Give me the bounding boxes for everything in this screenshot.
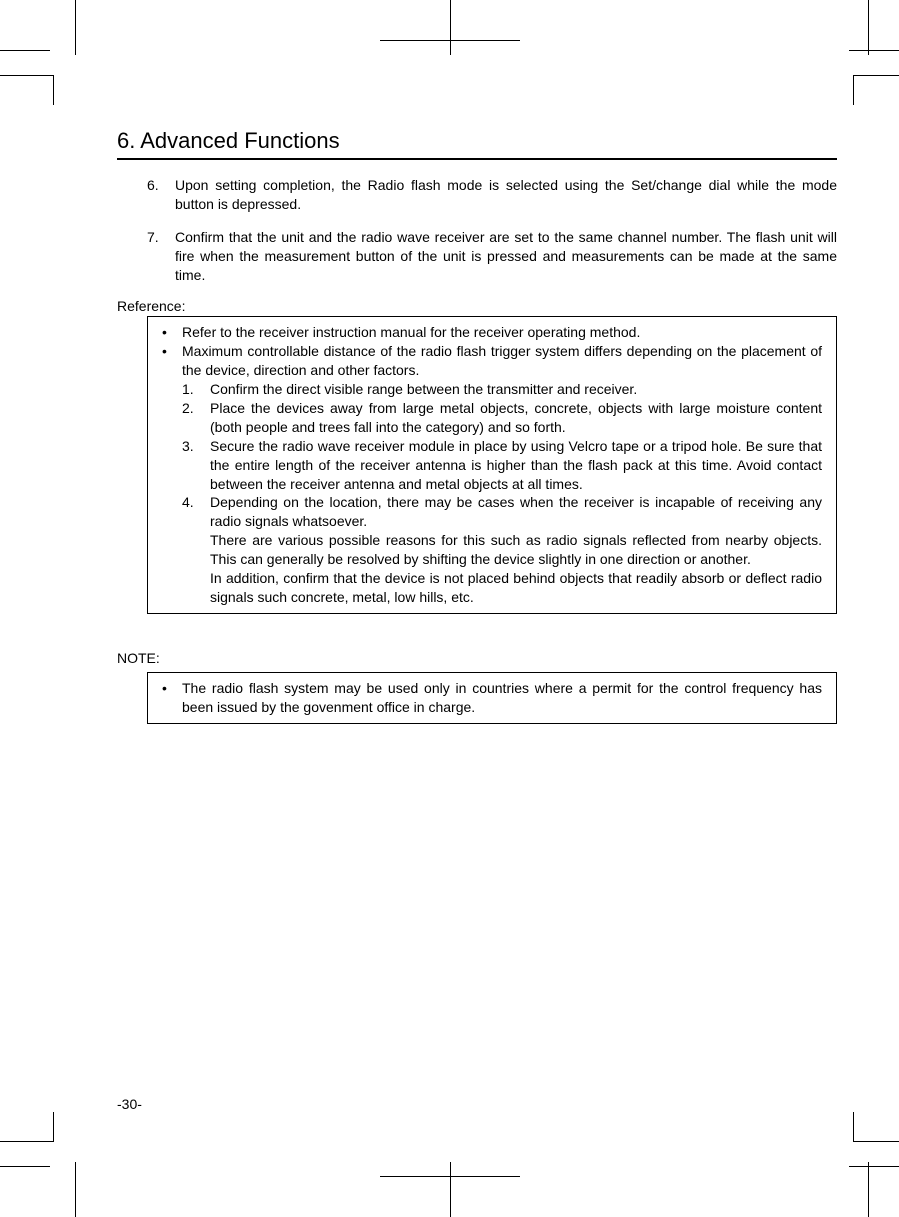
sublist-paragraph: In addition, confirm that the device is …: [210, 569, 822, 607]
bullet-icon: •: [162, 679, 182, 717]
spacer: [117, 614, 837, 644]
note-label: NOTE:: [117, 650, 837, 666]
sublist-text: Confirm the direct visible range between…: [210, 380, 822, 399]
section-title: 6. Advanced Functions: [117, 128, 837, 160]
sublist-paragraph: There are various possible reasons for t…: [210, 531, 822, 569]
crop-mark: [0, 1166, 50, 1167]
sublist-item: 4. Depending on the location, there may …: [182, 493, 822, 531]
crop-mark: [0, 50, 50, 51]
note-text: The radio flash system may be used only …: [182, 679, 822, 717]
crop-mark: [854, 1141, 899, 1142]
step-text: Confirm that the unit and the radio wave…: [175, 228, 837, 285]
sublist-item: 1. Confirm the direct visible range betw…: [182, 380, 822, 399]
crop-mark: [450, 0, 451, 55]
crop-mark: [849, 1166, 899, 1167]
step-list: 6. Upon setting completion, the Radio fl…: [147, 176, 837, 284]
sublist-item: 3. Secure the radio wave receiver module…: [182, 437, 822, 494]
sublist-text: Place the devices away from large metal …: [210, 399, 822, 437]
crop-mark: [868, 1162, 869, 1217]
crop-mark: [0, 1141, 53, 1142]
step-item: 6. Upon setting completion, the Radio fl…: [147, 176, 837, 214]
crop-mark: [0, 75, 53, 76]
bullet-icon: •: [162, 342, 182, 380]
content-area: 6. Advanced Functions 6. Upon setting co…: [117, 128, 837, 724]
crop-mark: [75, 1162, 76, 1217]
sublist-number: 3.: [182, 437, 210, 494]
step-number: 6.: [147, 176, 175, 214]
sublist-text: Secure the radio wave receiver module in…: [210, 437, 822, 494]
note-box: • The radio flash system may be used onl…: [147, 672, 837, 724]
bullet-text: Refer to the receiver instruction manual…: [182, 323, 822, 342]
crop-mark: [868, 0, 869, 55]
sublist-number: 2.: [182, 399, 210, 437]
sublist-number: 4.: [182, 493, 210, 531]
crop-mark: [853, 1112, 854, 1142]
crop-mark: [854, 75, 899, 76]
reference-bullet: • Refer to the receiver instruction manu…: [162, 323, 822, 342]
crop-mark: [450, 1162, 451, 1217]
bullet-icon: •: [162, 323, 182, 342]
step-number: 7.: [147, 228, 175, 285]
sublist-item: 2. Place the devices away from large met…: [182, 399, 822, 437]
reference-box: • Refer to the receiver instruction manu…: [147, 316, 837, 613]
reference-sublist: 1. Confirm the direct visible range betw…: [182, 380, 822, 607]
crop-mark: [849, 50, 899, 51]
crop-mark: [75, 0, 76, 55]
crop-mark: [53, 1112, 54, 1142]
page-number: -30-: [117, 1096, 142, 1112]
step-item: 7. Confirm that the unit and the radio w…: [147, 228, 837, 285]
step-text: Upon setting completion, the Radio flash…: [175, 176, 837, 214]
bullet-text: Maximum controllable distance of the rad…: [182, 342, 822, 380]
page: 6. Advanced Functions 6. Upon setting co…: [0, 0, 899, 1217]
reference-bullet: • Maximum controllable distance of the r…: [162, 342, 822, 380]
crop-mark: [53, 75, 54, 105]
sublist-number: 1.: [182, 380, 210, 399]
reference-label: Reference:: [117, 298, 837, 314]
crop-mark: [853, 75, 854, 105]
sublist-text: Depending on the location, there may be …: [210, 493, 822, 531]
note-bullet: • The radio flash system may be used onl…: [162, 679, 822, 717]
